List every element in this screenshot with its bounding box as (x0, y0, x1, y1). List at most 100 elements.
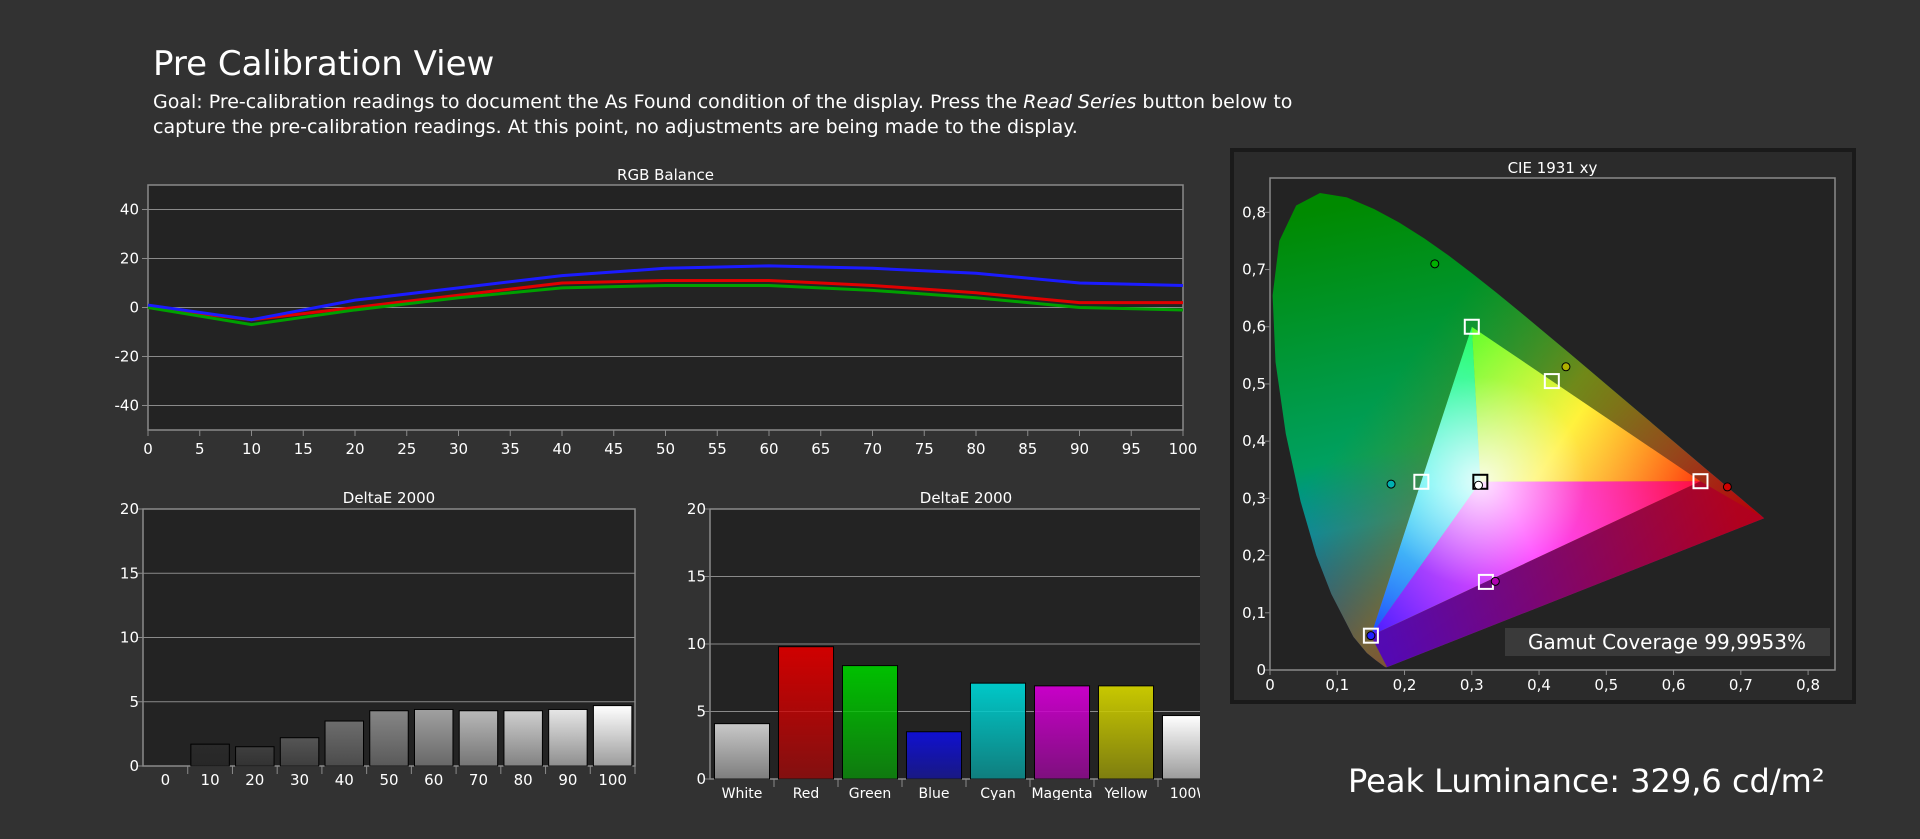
y-tick-label: 0 (129, 299, 139, 317)
measured-magenta (1490, 576, 1500, 586)
x-tick-label: 10 (242, 440, 261, 458)
x-tick-label: 85 (1018, 440, 1037, 458)
bar-80 (503, 710, 543, 767)
y-tick-label: 5 (129, 693, 139, 711)
x-tick-label: 55 (708, 440, 727, 458)
y-tick-label: 40 (120, 201, 139, 219)
deltae-colors-chart: DeltaE 2000 0 5 10 15 20 White Red Green Blue Cyan… (660, 480, 1200, 800)
bar-100 (592, 705, 633, 767)
gamut-coverage-label: Gamut Coverage 99,9953% (1528, 630, 1806, 654)
x-tick-label: 95 (1122, 440, 1141, 458)
target-green (1463, 318, 1480, 335)
x-tick-label: 0,1 (1325, 676, 1349, 694)
bar-70 (458, 710, 499, 767)
x-tick-label: 20 (245, 771, 264, 789)
x-tick-label: Magenta (1031, 786, 1092, 800)
y-tick-label: 10 (687, 635, 706, 653)
x-tick-label: 50 (656, 440, 675, 458)
bar-Red (777, 646, 835, 780)
x-tick-label: Cyan (980, 786, 1016, 800)
x-tick-label: 0,8 (1796, 676, 1820, 694)
bar-Cyan (969, 682, 1027, 780)
measured-red (1722, 482, 1732, 492)
y-tick-label: 10 (120, 629, 139, 647)
bar-Blue (905, 731, 963, 780)
y-tick-label: 5 (696, 703, 706, 721)
y-tick-label: 0 (129, 757, 139, 775)
series-line-1 (147, 283, 1184, 327)
deltae-grayscale-chart: DeltaE 2000 0 5 10 15 20 0 10 20 30 40 50 60 70 80 90 10… (100, 480, 660, 790)
x-tick-label: 65 (811, 440, 830, 458)
x-tick-label: 25 (397, 440, 416, 458)
x-tick-label: 0,7 (1729, 676, 1753, 694)
x-tick-label: Blue (919, 786, 950, 800)
x-tick-label: 80 (514, 771, 533, 789)
y-tick-label: 0,5 (1242, 375, 1266, 393)
bar-30 (279, 737, 320, 767)
measured-cyan (1386, 479, 1396, 489)
x-tick-label: Red (793, 786, 820, 800)
x-tick-label: 0 (161, 771, 171, 789)
x-tick-label: 80 (966, 440, 985, 458)
x-tick-label: 70 (863, 440, 882, 458)
x-tick-label: 100W (1170, 786, 1200, 800)
y-tick-label: 0,8 (1242, 203, 1266, 221)
page-description: Goal: Pre-calibration readings to docume… (153, 90, 1303, 140)
bar-Magenta (1033, 685, 1091, 780)
bar-40 (324, 720, 365, 767)
gamut-coverage-box (1505, 628, 1830, 656)
x-tick-label: 0 (1265, 676, 1275, 694)
target-yellow (1543, 373, 1560, 390)
bar-100W (1161, 715, 1200, 780)
bar-White (713, 723, 771, 780)
y-tick-label: 15 (120, 564, 139, 582)
x-tick-label: 70 (469, 771, 488, 789)
y-tick-label: 0 (696, 770, 706, 788)
bar-20 (235, 746, 275, 767)
x-tick-label: 75 (915, 440, 934, 458)
series-line-0 (147, 279, 1183, 322)
x-tick-label: 0,3 (1460, 676, 1484, 694)
x-tick-label: 40 (335, 771, 354, 789)
x-tick-label: 100 (1169, 440, 1198, 458)
x-tick-label: 50 (379, 771, 398, 789)
y-tick-label: 0,7 (1242, 261, 1266, 279)
chart-title: CIE 1931 xy (1508, 159, 1598, 177)
x-tick-label: Yellow (1103, 786, 1147, 800)
bar-60 (413, 708, 454, 767)
bar-Yellow (1097, 685, 1155, 780)
peak-luminance-label: Peak Luminance: (1348, 762, 1620, 800)
x-tick-label: 5 (195, 440, 205, 458)
y-tick-label: 15 (687, 568, 706, 586)
y-tick-label: -40 (115, 397, 140, 415)
x-tick-label: 15 (294, 440, 313, 458)
measured-white (1474, 480, 1484, 490)
y-tick-label: 0,1 (1242, 604, 1266, 622)
y-tick-label: 0,2 (1242, 547, 1266, 565)
x-tick-label: 20 (345, 440, 364, 458)
cie-1931-chart: CIE 1931 xy 0 0,1 0,2 0,3 0,4 0,5 0,6 0,7 0,8 0 0,1… (1230, 148, 1856, 704)
x-tick-label: 0 (143, 440, 153, 458)
y-tick-label: 20 (120, 500, 139, 518)
bar-10 (190, 743, 230, 767)
y-tick-label: 20 (120, 250, 139, 268)
peak-luminance-value: 329,6 cd/m² (1630, 762, 1825, 800)
target-red (1692, 473, 1709, 490)
x-tick-label: Green (849, 786, 891, 800)
x-tick-label: 0,6 (1662, 676, 1686, 694)
description-text: Goal: Pre-calibration readings to docume… (153, 91, 1024, 113)
y-tick-label: 0,3 (1242, 489, 1266, 507)
x-tick-label: 0,5 (1594, 676, 1618, 694)
x-tick-label: 40 (552, 440, 571, 458)
x-tick-label: 45 (604, 440, 623, 458)
rgb-balance-chart: RGB Balance -40 -20 0 20 40 0 5 10 15 20 25 30 35 40 45… (100, 160, 1200, 460)
description-text-end: button below to capture the pre-calibrat… (153, 91, 1293, 138)
peak-luminance: Peak Luminance: 329,6 cd/m² (1348, 762, 1825, 800)
measured-green (1430, 259, 1440, 269)
measured-yellow (1561, 362, 1571, 372)
read-series-reference: Read Series (1023, 91, 1137, 113)
y-tick-label: 20 (687, 500, 706, 518)
x-tick-label: 35 (501, 440, 520, 458)
x-tick-label: 30 (290, 771, 309, 789)
x-tick-label: 60 (424, 771, 443, 789)
